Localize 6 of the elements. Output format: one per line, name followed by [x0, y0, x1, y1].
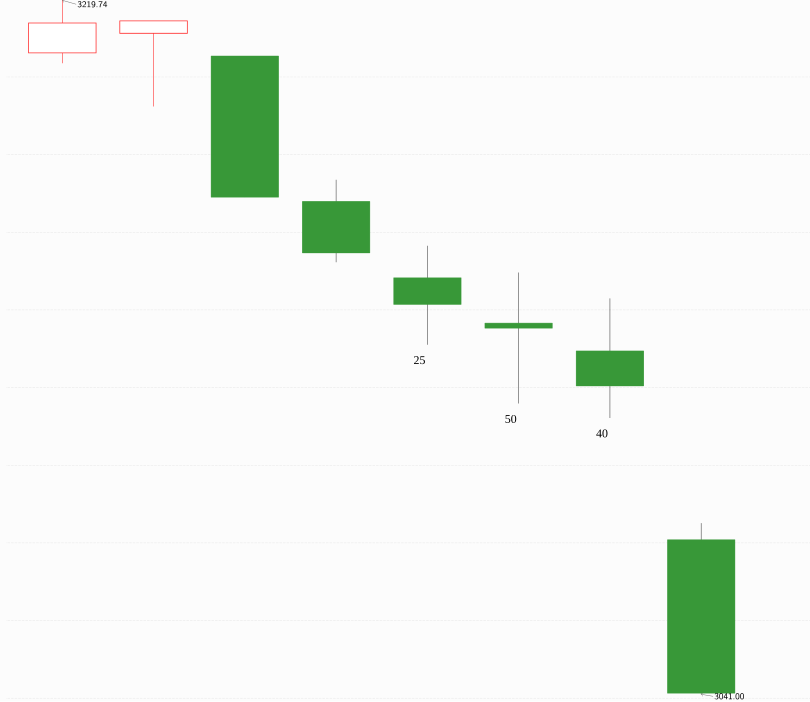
annotation: 3219.74 [78, 1, 108, 8]
annotation: 3041.00 [714, 693, 744, 700]
annotation: 40 [596, 430, 608, 438]
candlestick [484, 272, 553, 404]
annotation: 50 [505, 415, 516, 424]
annotation: 25 [414, 356, 425, 364]
